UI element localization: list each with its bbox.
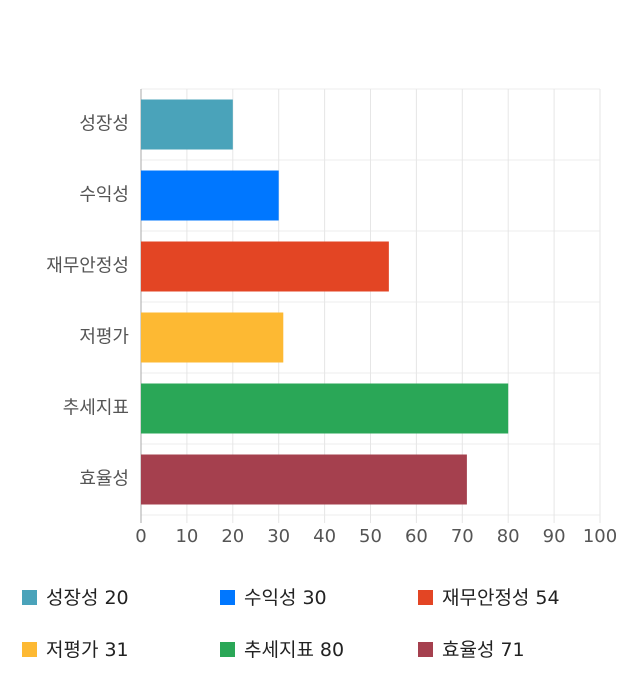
legend-swatch [418, 590, 433, 605]
bar [141, 241, 389, 292]
y-tick-label: 재무안정성 [46, 256, 129, 277]
y-tick-label: 추세지표 [63, 398, 129, 419]
x-tick-label: 70 [451, 526, 474, 547]
y-tick-label: 효율성 [79, 469, 129, 490]
legend-label: 재무안정성 54 [442, 587, 560, 609]
legend-name: 수익성 [244, 587, 296, 609]
x-tick-label: 0 [135, 526, 146, 547]
x-tick-label: 20 [221, 526, 244, 547]
bar [141, 383, 509, 434]
x-tick-label: 30 [267, 526, 290, 547]
legend-name: 효율성 [442, 639, 494, 661]
legend-name: 추세지표 [244, 639, 314, 661]
legend-value: 54 [535, 587, 559, 609]
legend-name: 성장성 [46, 587, 98, 609]
x-tick-label: 40 [313, 526, 336, 547]
legend: 성장성 20 수익성 30 재무안정성 54 저평가 31 추세지표 80 효율성 71 [22, 587, 560, 661]
legend-swatch [220, 590, 235, 605]
legend-name: 재무안정성 [442, 587, 529, 609]
y-tick-label: 수익성 [79, 185, 129, 206]
x-tick-label: 10 [175, 526, 198, 547]
legend-swatch [418, 642, 433, 657]
x-tick-label: 60 [405, 526, 428, 547]
legend-value: 71 [500, 639, 524, 661]
legend-value: 80 [320, 639, 344, 661]
x-tick-label: 100 [583, 526, 617, 547]
bar [141, 312, 284, 363]
legend-swatch [22, 590, 37, 605]
x-tick-label: 50 [359, 526, 382, 547]
bar [141, 99, 233, 150]
legend-label: 효율성 71 [442, 639, 525, 661]
legend-label: 성장성 20 [46, 587, 129, 609]
x-tick-label: 90 [543, 526, 566, 547]
legend-value: 30 [302, 587, 326, 609]
legend-swatch [22, 642, 37, 657]
legend-label: 추세지표 80 [244, 639, 344, 661]
legend-value: 31 [104, 639, 128, 661]
legend-label: 수익성 30 [244, 587, 327, 609]
legend-value: 20 [104, 587, 128, 609]
bar [141, 454, 467, 505]
x-tick-label: 80 [497, 526, 520, 547]
bar [141, 170, 279, 221]
legend-swatch [220, 642, 235, 657]
legend-label: 저평가 31 [46, 639, 129, 661]
legend-name: 저평가 [46, 639, 98, 661]
y-tick-label: 저평가 [79, 327, 129, 348]
y-tick-label: 성장성 [79, 114, 129, 135]
